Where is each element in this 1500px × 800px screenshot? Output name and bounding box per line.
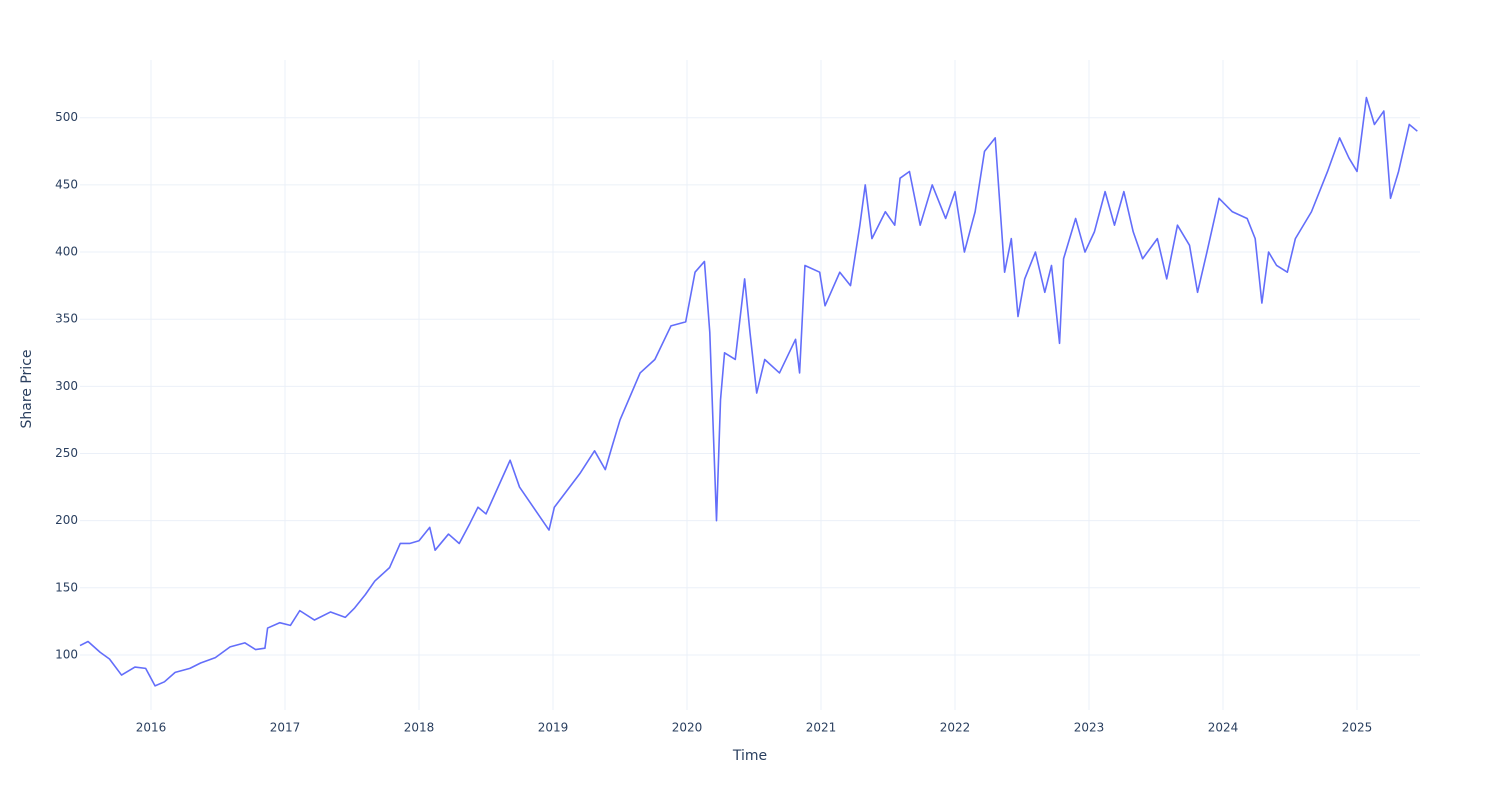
price-line (79, 96, 1418, 687)
y-tick-label: 100 (55, 647, 78, 661)
y-axis-title: Share Price (19, 349, 35, 428)
y-tick-label: 250 (55, 446, 78, 460)
x-tick-label: 2022 (940, 721, 971, 735)
y-tick-label: 500 (55, 110, 78, 124)
x-tick-label: 2018 (404, 721, 435, 735)
x-tick-label: 2025 (1342, 721, 1373, 735)
x-tick-label: 2016 (136, 721, 167, 735)
x-tick-label: 2020 (672, 721, 703, 735)
x-tick-label: 2021 (806, 721, 837, 735)
x-tick-label: 2024 (1208, 721, 1239, 735)
y-tick-label: 450 (55, 177, 78, 191)
x-axis-title: Time (732, 748, 767, 764)
x-tick-label: 2023 (1074, 721, 1105, 735)
y-tick-label: 350 (55, 312, 78, 326)
y-tick-label: 400 (55, 245, 78, 259)
y-tick-label: 150 (55, 580, 78, 594)
x-tick-label: 2017 (270, 721, 301, 735)
y-tick-label: 300 (55, 379, 78, 393)
y-tick-label: 200 (55, 513, 78, 527)
x-tick-label: 2019 (538, 721, 569, 735)
